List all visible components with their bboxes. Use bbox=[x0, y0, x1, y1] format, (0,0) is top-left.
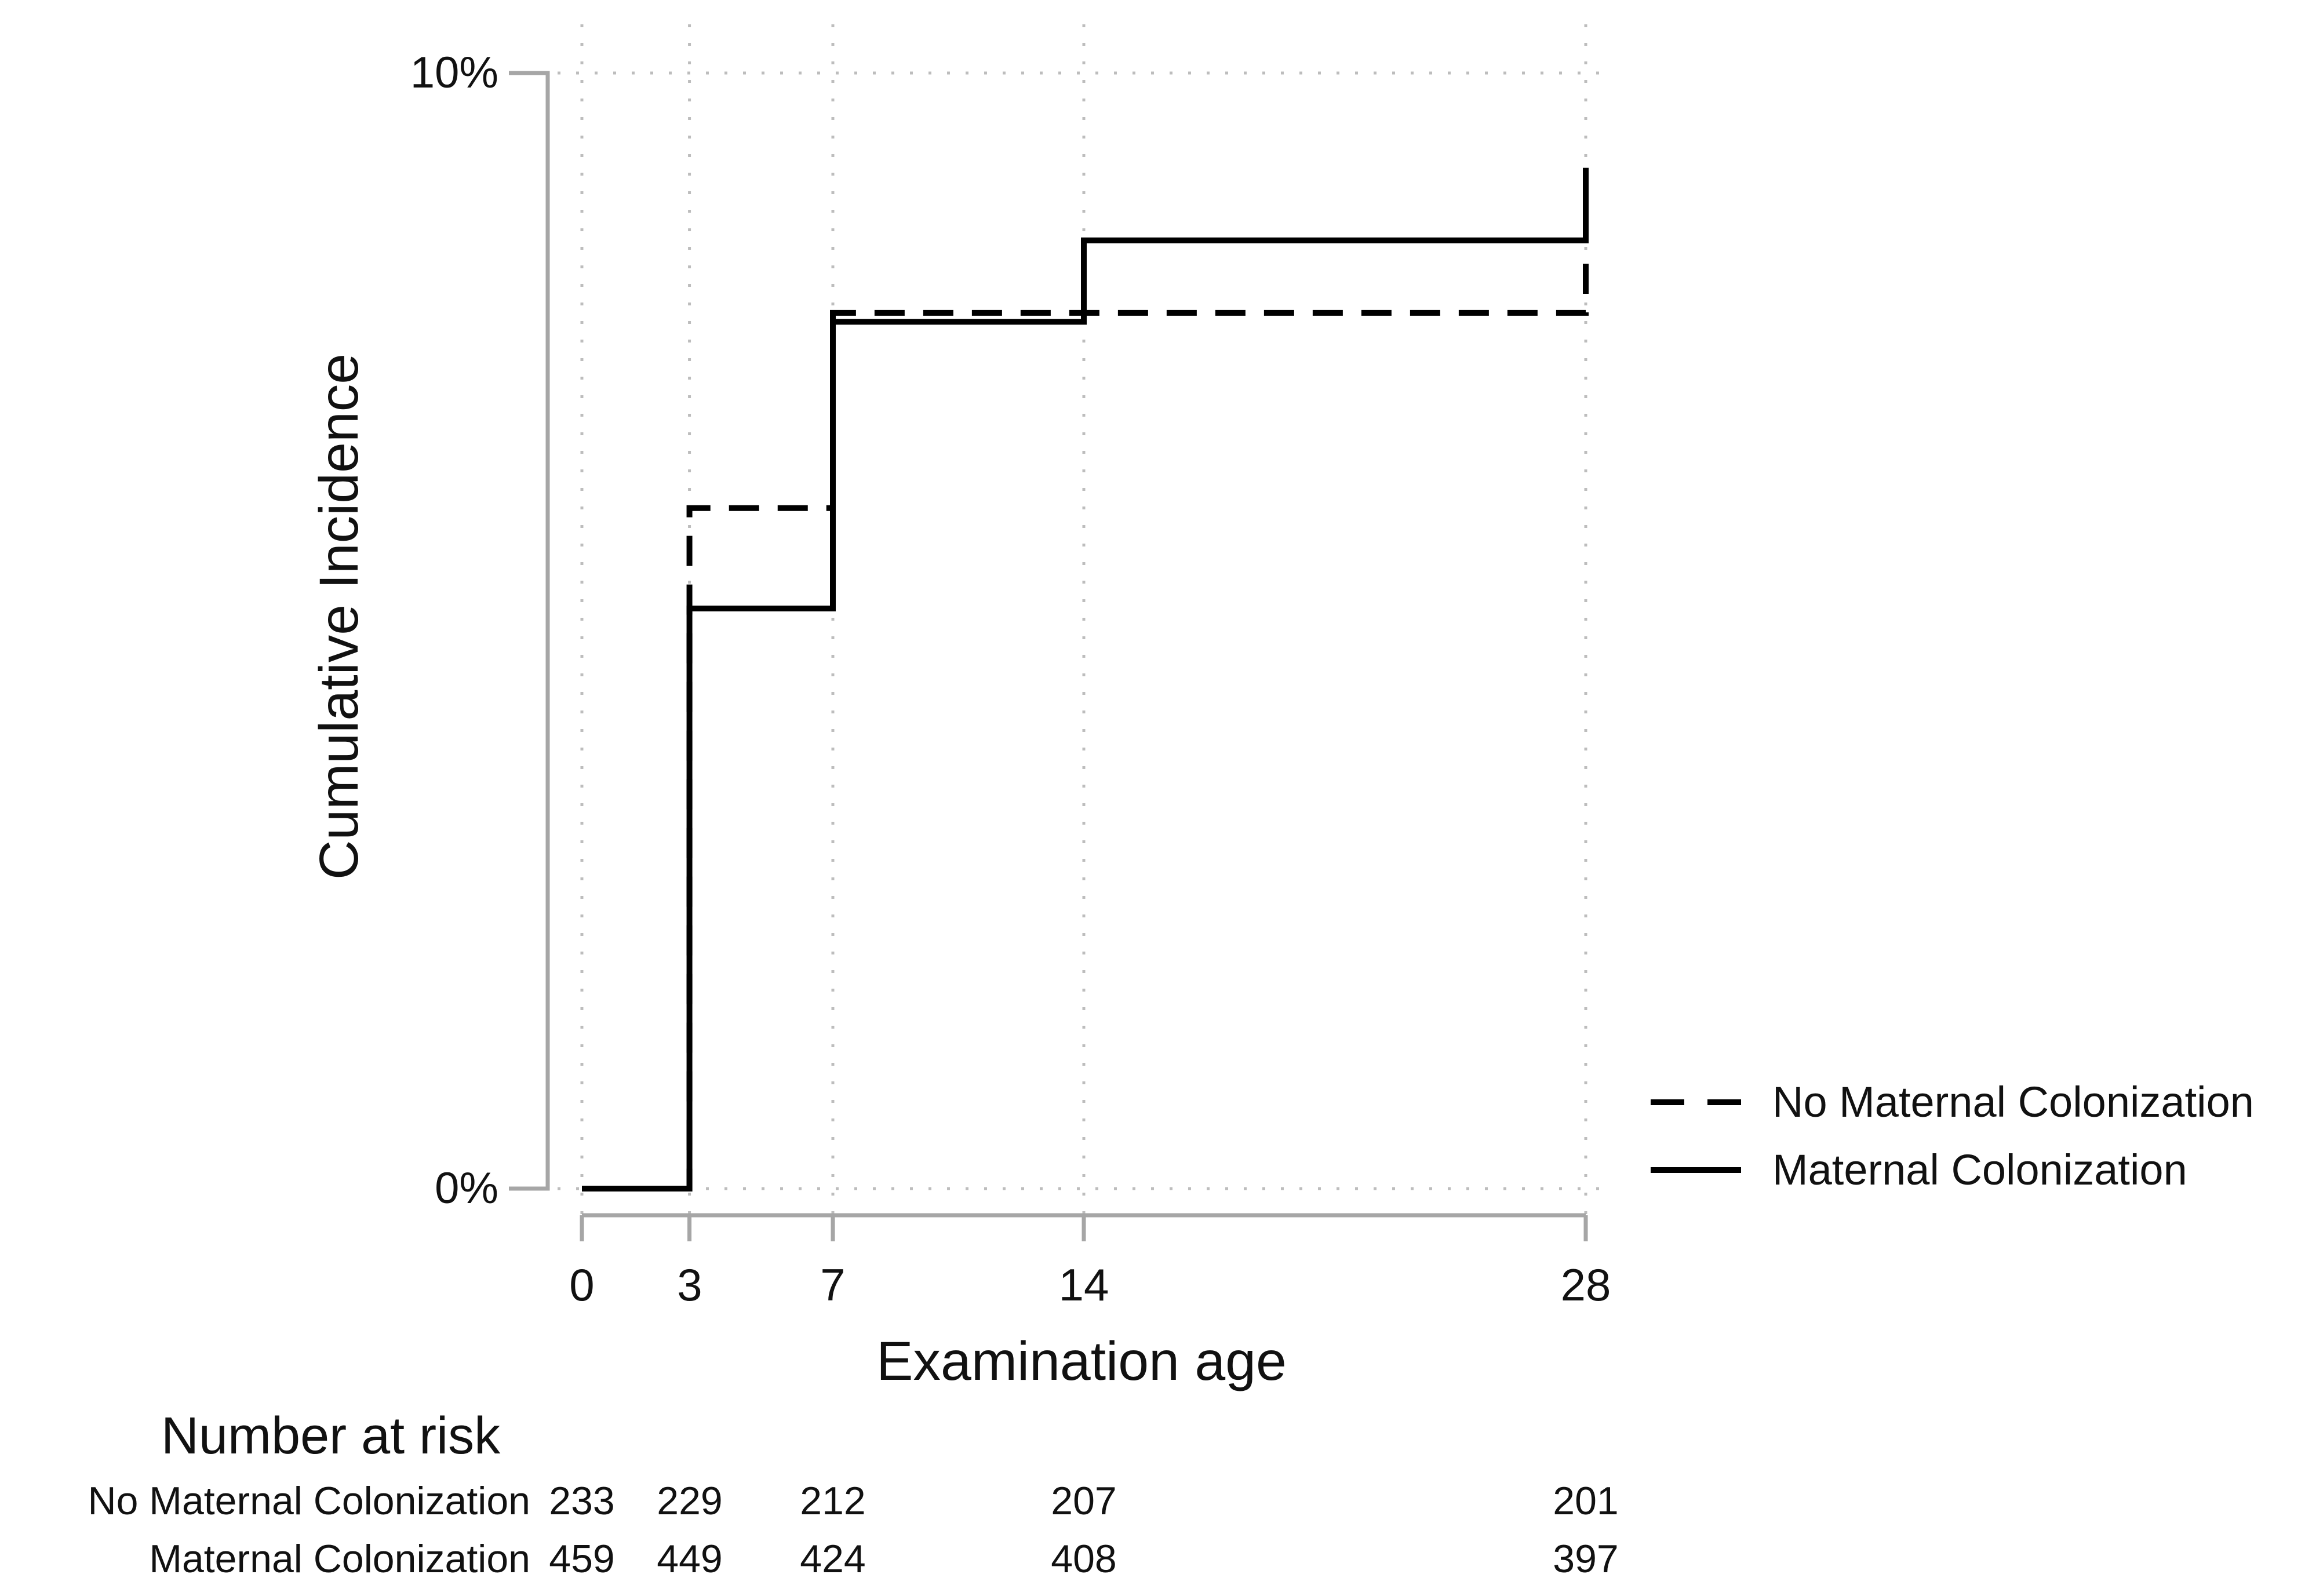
y-tick-label-0: 0% bbox=[435, 1164, 498, 1213]
risk-table-title: Number at risk bbox=[161, 1407, 501, 1465]
x-axis-title: Examination age bbox=[876, 1331, 1287, 1392]
x-tick-label-14: 14 bbox=[1058, 1259, 1109, 1310]
risk-value: 459 bbox=[549, 1537, 615, 1581]
risk-row-label: Maternal Colonization bbox=[149, 1537, 530, 1581]
risk-value: 207 bbox=[1051, 1479, 1117, 1523]
risk-value: 408 bbox=[1051, 1537, 1117, 1581]
legend-label-maternal-colonization: Maternal Colonization bbox=[1772, 1146, 2187, 1194]
curve-no-maternal-colonization bbox=[582, 263, 1589, 1191]
x-tick-label-3: 3 bbox=[677, 1259, 702, 1310]
risk-value: 229 bbox=[657, 1479, 723, 1523]
risk-value: 201 bbox=[1553, 1479, 1619, 1523]
x-tick-label-0: 0 bbox=[569, 1259, 595, 1310]
risk-value: 397 bbox=[1553, 1537, 1619, 1581]
risk-value: 233 bbox=[549, 1479, 615, 1523]
y-tick-label-10: 10% bbox=[410, 48, 498, 97]
curve-maternal-colonization bbox=[582, 167, 1589, 1191]
risk-value: 449 bbox=[657, 1537, 723, 1581]
y-axis-line bbox=[509, 71, 550, 1191]
risk-value: 424 bbox=[800, 1537, 866, 1581]
risk-row-label: No Maternal Colonization bbox=[88, 1479, 530, 1523]
x-tick-label-28: 28 bbox=[1560, 1259, 1611, 1310]
y-axis-title: Cumulative Incidence bbox=[308, 353, 370, 880]
risk-value: 212 bbox=[800, 1479, 866, 1523]
legend-label-no-maternal-colonization: No Maternal Colonization bbox=[1772, 1078, 2254, 1126]
x-tick-label-7: 7 bbox=[820, 1259, 846, 1310]
